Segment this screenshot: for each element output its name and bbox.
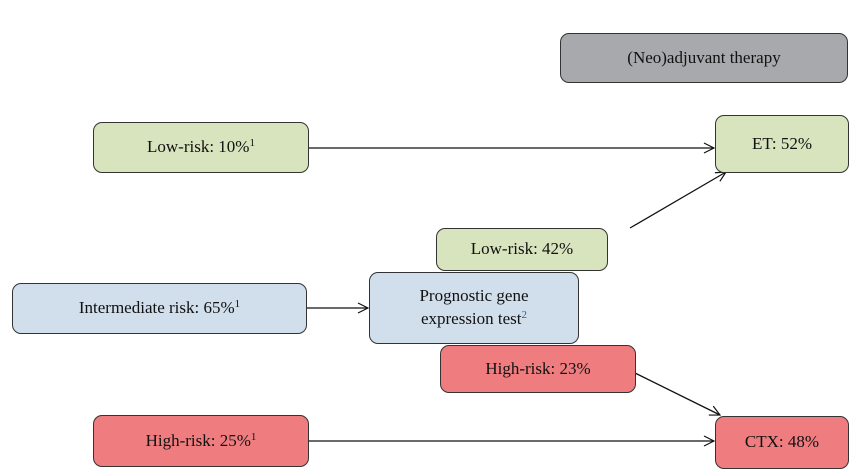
footnote-mark: 1 [250,430,257,443]
node: High-risk: 25%1 [93,415,309,467]
node: High-risk: 23% [440,345,636,393]
node: CTX: 48% [715,416,849,469]
footnote-mark: 1 [234,298,241,311]
node-label: Low-risk: 10%1 [147,136,255,159]
node-text: High-risk: 25% [145,430,251,450]
node-label: Prognostic gene expression test2 [394,285,554,331]
node: Low-risk: 42% [436,228,608,271]
node: Low-risk: 10%1 [93,122,309,173]
node-text: Prognostic gene expression test [419,286,529,328]
node-text: ET: 52% [751,133,813,153]
node: ET: 52% [715,115,849,173]
header-title: (Neo)adjuvant therapy [627,47,781,67]
node-text: Intermediate risk: 65% [78,298,235,318]
arrow [629,172,726,229]
node-text: Low-risk: 10% [147,137,250,157]
node-text: CTX: 48% [744,432,820,452]
node-text: High-risk: 23% [485,358,591,378]
footnote-mark: 1 [249,137,255,150]
node: Prognostic gene expression test2 [369,272,579,344]
arrow [634,372,720,415]
node-label: High-risk: 25%1 [146,430,257,453]
node-text: Low-risk: 42% [470,239,574,259]
node-label: Intermediate risk: 65%1 [79,297,240,320]
footnote-mark: 2 [521,309,528,321]
header-box: (Neo)adjuvant therapy [560,33,848,83]
node: Intermediate risk: 65%1 [12,283,307,334]
